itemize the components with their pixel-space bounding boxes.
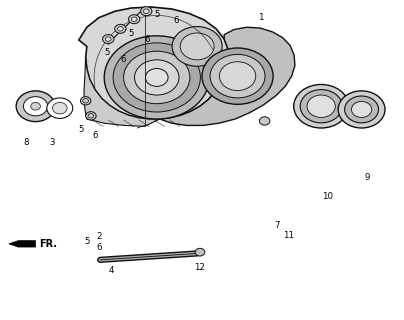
Circle shape [124,51,190,104]
Circle shape [351,101,372,117]
Text: 3: 3 [50,138,55,147]
Circle shape [195,248,205,256]
Text: 5: 5 [84,237,90,246]
Text: 12: 12 [194,263,206,272]
Circle shape [143,9,149,13]
Text: 11: 11 [283,231,295,240]
Circle shape [115,24,126,33]
Text: 6: 6 [120,55,126,64]
Text: 4: 4 [108,266,114,275]
Circle shape [345,96,379,123]
Circle shape [113,43,200,112]
Text: 10: 10 [322,192,333,201]
Text: 5: 5 [78,125,84,134]
Circle shape [105,37,111,41]
Circle shape [172,27,222,66]
Text: FR.: FR. [40,239,58,249]
Circle shape [338,91,385,128]
Text: 7: 7 [274,221,280,230]
Circle shape [23,97,48,116]
Circle shape [16,91,55,122]
Text: 5: 5 [155,10,160,19]
Text: 6: 6 [145,36,150,44]
Circle shape [307,95,335,117]
Circle shape [145,68,168,86]
Text: 6: 6 [173,16,179,25]
Text: 6: 6 [92,132,98,140]
Text: 8: 8 [23,138,29,147]
Text: 6: 6 [96,244,102,252]
Circle shape [202,48,273,104]
Polygon shape [79,7,228,119]
Circle shape [103,35,114,44]
Polygon shape [9,241,36,247]
Circle shape [86,112,96,120]
Circle shape [47,98,73,118]
Text: 1: 1 [258,13,263,22]
Circle shape [31,102,40,110]
Polygon shape [84,58,160,126]
Circle shape [210,54,265,98]
Circle shape [118,27,123,31]
Text: 5: 5 [128,29,134,38]
Circle shape [80,97,91,105]
Circle shape [128,15,140,24]
Text: 5: 5 [104,48,110,57]
Circle shape [135,60,179,95]
Polygon shape [160,27,295,125]
Circle shape [104,36,209,119]
Text: 2: 2 [96,232,102,241]
Circle shape [259,117,270,125]
Circle shape [300,90,342,123]
Circle shape [294,84,349,128]
Circle shape [131,17,137,21]
Text: 9: 9 [365,173,370,182]
Circle shape [219,62,256,91]
Circle shape [180,33,214,60]
Circle shape [141,7,152,16]
Circle shape [53,102,67,114]
